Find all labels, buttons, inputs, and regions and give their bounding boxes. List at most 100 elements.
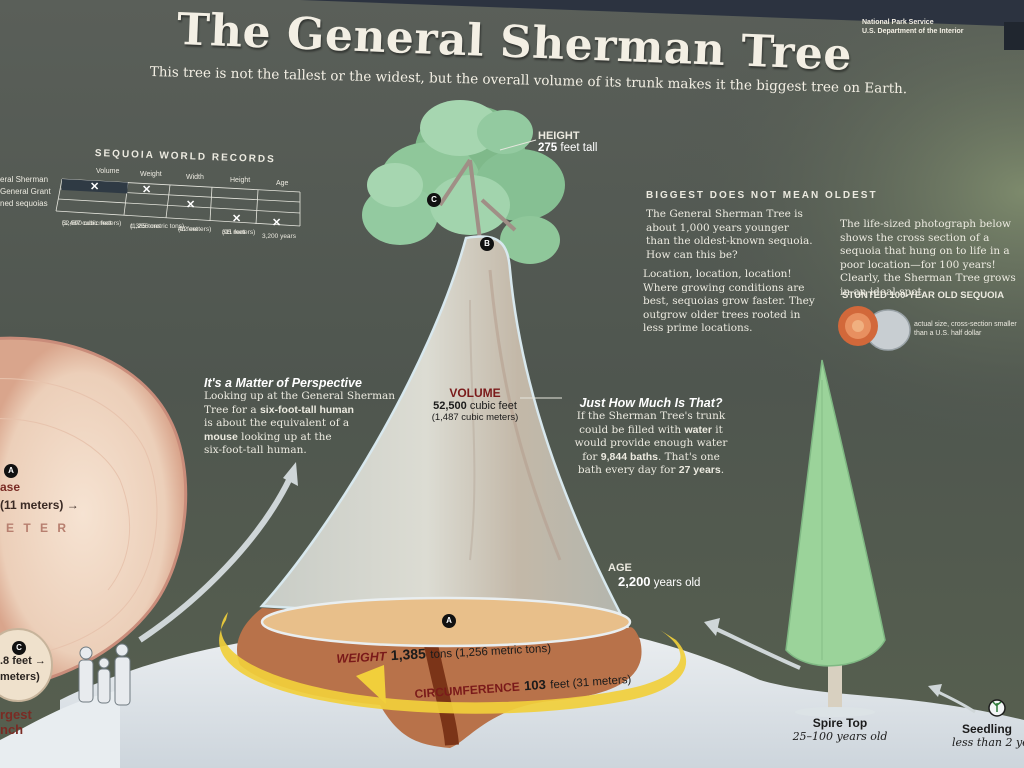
volume-metric: (1,487 cubic meters) xyxy=(431,412,519,423)
howmuch-line-3: would provide enough water xyxy=(574,437,728,449)
left-diameter-label: E T E R xyxy=(6,521,70,535)
seedling-years: less than 2 yea xyxy=(952,736,1024,749)
left-base-metric-text: (11 meters) xyxy=(0,498,64,512)
agency-credit: National Park Service U.S. Department of… xyxy=(862,18,964,36)
branch-meters: meters) xyxy=(0,671,40,683)
record-value-volume-sub: (1,487 cubic meters) xyxy=(62,220,122,227)
height-callout: HEIGHT 275 feet tall xyxy=(538,130,597,154)
spire-top-label: Spire Top xyxy=(812,716,868,730)
howmuch-line-5a: bath every day for xyxy=(577,464,679,476)
howmuch-line-4: for 9,844 baths. That's one xyxy=(566,451,736,465)
badge-a-trunk: A xyxy=(442,614,456,628)
agency-department: U.S. Department of the Interior xyxy=(862,28,964,35)
perspective-line-2a: Tree for a xyxy=(204,403,260,416)
howmuch-block: Just How Much Is That? If the Sherman Tr… xyxy=(566,396,736,478)
record-mark-height: ✕ xyxy=(232,213,242,225)
weight-label: WEIGHT xyxy=(336,649,387,666)
biggest-paragraph-2: Location, location, location! Where grow… xyxy=(643,268,815,334)
record-value-height-sub: (95 meters) xyxy=(222,229,256,236)
perspective-line-2: Tree for a six-foot-tall human xyxy=(204,404,404,418)
left-base-metric: (11 meters) → xyxy=(0,498,79,512)
stunted-sequoia-photo xyxy=(838,306,911,351)
human-figures xyxy=(78,643,131,706)
howmuch-line-5c: . xyxy=(720,464,725,476)
perspective-text: Looking up at the General Sherman Tree f… xyxy=(204,390,404,458)
howmuch-line-2a: could be filled with xyxy=(579,423,685,436)
seedling-caption: Seedling less than 2 yea xyxy=(952,722,1024,749)
stunted-label: STUNTED 100-YEAR OLD SEQUOIA xyxy=(842,290,1005,301)
record-mark-age: ✕ xyxy=(272,217,282,229)
howmuch-years: 27 years xyxy=(678,464,721,476)
perspective-block: It's a Matter of Perspective Looking up … xyxy=(204,376,404,458)
branch-feet: .8 feet → xyxy=(0,655,46,667)
biggest-paragraph-1: The General Sherman Tree is about 1,000 … xyxy=(646,208,813,261)
height-label: HEIGHT xyxy=(538,130,580,142)
spire-top-years: 25–100 years old xyxy=(792,730,888,743)
records-row-grant: General Grant xyxy=(0,187,51,196)
howmuch-line-4a: for xyxy=(582,450,601,463)
records-col-age: Age xyxy=(276,180,289,187)
howmuch-water: water xyxy=(684,423,712,436)
volume-label: VOLUME xyxy=(449,386,501,400)
howmuch-title: Just How Much Is That? xyxy=(579,396,723,410)
record-mark-weight: ✕ xyxy=(142,184,152,196)
howmuch-text: If the Sherman Tree's trunk could be fil… xyxy=(566,410,736,478)
perspective-line-5: six-foot-tall human. xyxy=(204,444,307,456)
record-mark-width: ✕ xyxy=(186,199,196,211)
perspective-title: It's a Matter of Perspective xyxy=(204,376,362,390)
perspective-line-4: mouse looking up at the xyxy=(204,431,404,445)
howmuch-line-1: If the Sherman Tree's trunk xyxy=(576,410,726,422)
age-arrow xyxy=(713,626,801,670)
record-value-weight-sub: (1,256 metric tons) xyxy=(130,223,185,230)
badge-c-left: C xyxy=(12,641,26,655)
perspective-line-4b: looking up at the xyxy=(237,430,332,443)
records-col-weight: Weight xyxy=(140,171,162,178)
age-unit: years old xyxy=(653,577,701,589)
howmuch-line-2c: it xyxy=(711,423,723,436)
badge-a-left: A xyxy=(4,464,18,478)
circumference-value: 103 xyxy=(523,676,547,694)
records-col-width: Width xyxy=(186,174,204,181)
largest-branch-line2: nch xyxy=(0,722,24,737)
records-col-volume: Volume xyxy=(96,168,120,175)
records-table-grid xyxy=(55,178,301,227)
badge-c-canopy: C xyxy=(427,193,441,207)
records-row-sherman: eral Sherman xyxy=(0,175,49,184)
sequoia-canopy xyxy=(362,100,565,264)
left-base-label: ase xyxy=(0,480,21,494)
records-row-unnamed: ned sequoias xyxy=(0,199,48,208)
record-value-width-main: 40 feet xyxy=(178,226,198,233)
height-unit: feet tall xyxy=(560,142,598,154)
height-value: 275 xyxy=(538,142,558,154)
record-value-height-main: 311 feet xyxy=(222,229,246,236)
record-value-width-sub: (12 meters) xyxy=(178,226,212,233)
record-value-volume-main: 52,500 cubic feet xyxy=(62,220,112,227)
perspective-line-3: is about the equivalent of a xyxy=(204,417,350,429)
stunted-caption: actual size, cross-section smaller than … xyxy=(914,321,1017,337)
volume-callout: VOLUME 52,500 cubic feet (1,487 cubic me… xyxy=(420,386,530,423)
record-mark-volume: ✕ xyxy=(90,181,100,193)
howmuch-line-5: bath every day for 27 years. xyxy=(566,464,736,478)
perspective-arrow xyxy=(138,476,293,643)
badge-b-trunk: B xyxy=(480,237,494,251)
volume-value: 52,500 xyxy=(433,400,467,412)
howmuch-baths: 9,844 baths xyxy=(600,450,658,463)
branch-feet-text: .8 feet xyxy=(0,655,32,667)
cross-section-left xyxy=(0,336,188,691)
record-value-age: 3,200 years xyxy=(262,233,296,240)
weight-value: 1,385 xyxy=(390,645,427,664)
biggest-paragraph-3: The life-sized photograph below shows th… xyxy=(840,218,1016,298)
howmuch-line-2: could be filled with water it xyxy=(566,424,736,438)
sequoia-trunk xyxy=(259,235,631,630)
agency-name: National Park Service xyxy=(862,19,934,26)
largest-branch-line1: rgest xyxy=(0,707,32,722)
spire-top-caption: Spire Top 25–100 years old xyxy=(790,716,890,743)
howmuch-line-4c: . That's one xyxy=(657,450,720,463)
age-label: AGE xyxy=(608,562,632,574)
spire-top-tree xyxy=(785,359,886,712)
volume-unit: cubic feet xyxy=(469,400,517,412)
perspective-human: six-foot-tall human xyxy=(259,403,354,416)
panel-frame xyxy=(0,0,1024,50)
